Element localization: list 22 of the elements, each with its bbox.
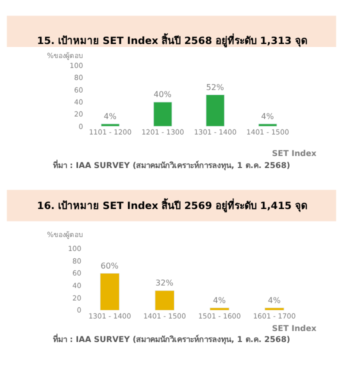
data-label: 40% [154, 90, 172, 100]
data-label: 60% [100, 261, 119, 270]
bar [210, 308, 230, 310]
bar [100, 273, 120, 310]
data-label: 4% [212, 296, 226, 305]
bar [154, 290, 174, 310]
text: ที่มา : IAA SURVEY (สมาคมนักวิเคราะห์การลงทุน, 1 ต.ค. 2568) [53, 159, 290, 171]
data-label: 52% [206, 82, 224, 92]
chart-title: 16. เป้าหมาย SET Index สิ้นปี 2569 อยู่ที่ระดับ 1,415 จุด [37, 198, 308, 213]
data-label: 32% [156, 278, 174, 288]
x-axis-title: SET Index [272, 324, 318, 333]
data-label: 4% [104, 112, 117, 121]
x-axis-title: SET Index [272, 149, 318, 158]
text: ที่มา : IAA SURVEY (สมาคมนักวิเคราะห์การลงทุน, 1 ต.ค. 2568) [53, 333, 290, 345]
data-label: 4% [268, 296, 281, 305]
bar [264, 308, 284, 310]
bar [100, 124, 120, 126]
bar [206, 94, 225, 126]
bar [153, 102, 172, 126]
data-label: 4% [261, 112, 274, 121]
bar [258, 124, 278, 126]
chart-title: 15. เป้าหมาย SET Index สิ้นปี 2568 อยู่ที่ระดับ 1,313 จุด [37, 33, 308, 48]
